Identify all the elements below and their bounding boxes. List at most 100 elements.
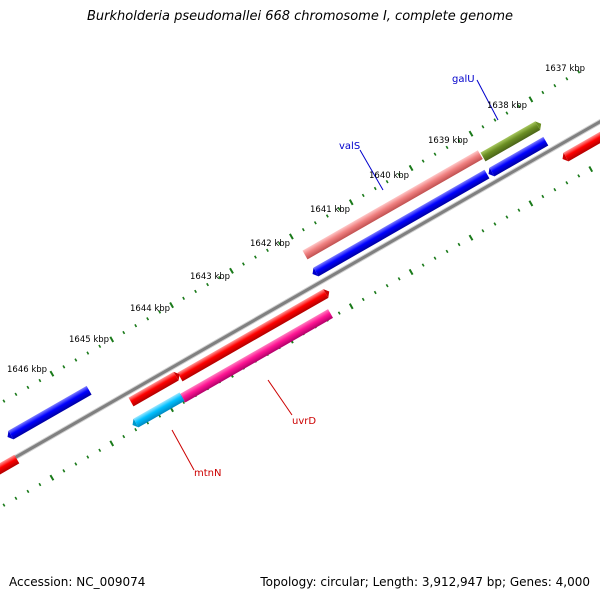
galU-callout-line <box>476 79 499 121</box>
gene-feature-blue-reverse-right[interactable] <box>486 136 549 178</box>
scale-tick-outer <box>337 207 341 211</box>
scale-tick-outer <box>373 186 377 191</box>
scale-tick-outer <box>361 193 365 198</box>
scale-tick-outer <box>158 310 162 314</box>
scale-label-1643: 1643 kbp <box>190 272 230 282</box>
gene-label-valS[interactable]: valS <box>339 141 360 152</box>
scale-tick-inner <box>62 469 66 473</box>
scale-tick-inner <box>505 215 509 219</box>
scale-tick-outer <box>169 302 174 309</box>
scale-tick-outer <box>528 96 534 103</box>
scale-tick-inner <box>14 496 18 500</box>
scale-label-1644: 1644 kbp <box>130 304 170 314</box>
scale-tick-outer <box>98 344 102 348</box>
gene-feature-red-reverse-left[interactable] <box>0 454 20 476</box>
scale-tick-outer <box>577 70 581 74</box>
gene-feature-uvrD[interactable] <box>177 309 334 404</box>
inner-scale-track <box>2 166 594 507</box>
page-title: Burkholderia pseudomallei 668 chromosome… <box>86 9 514 24</box>
scale-label-1645: 1645 kbp <box>69 335 109 345</box>
scale-tick-inner <box>26 489 30 494</box>
gene-label-galU[interactable]: galU <box>452 74 475 85</box>
uvrD-callout-line <box>267 379 293 416</box>
valS-callout-line <box>359 149 384 191</box>
scale-tick-inner <box>337 311 341 315</box>
scale-tick-outer <box>445 145 449 150</box>
gene-label-uvrD[interactable]: uvrD <box>292 416 316 427</box>
chromosome-backbone-core <box>0 120 600 468</box>
scale-tick-outer <box>26 385 30 390</box>
scale-tick-inner <box>445 249 449 254</box>
scale-label-1641: 1641 kbp <box>310 205 350 215</box>
gene-label-mtnN[interactable]: mtnN <box>194 468 221 479</box>
scale-tick-outer <box>109 336 115 343</box>
scale-tick-outer <box>62 365 66 369</box>
scale-tick-outer <box>433 152 437 156</box>
scale-tick-inner <box>397 277 401 281</box>
gene-feature-red-forward-2[interactable] <box>128 370 183 407</box>
scale-tick-inner <box>588 166 594 173</box>
scale-tick-outer <box>2 399 6 403</box>
scale-tick-outer <box>277 241 281 246</box>
scale-tick-outer <box>38 378 42 383</box>
scale-label-1642: 1642 kbp <box>250 239 290 249</box>
scale-tick-outer <box>481 125 485 129</box>
gene-feature-galU[interactable] <box>480 119 544 162</box>
scale-tick-inner <box>122 434 126 439</box>
scale-tick-outer <box>229 267 234 274</box>
scale-tick-outer <box>505 111 509 115</box>
scale-tick-inner <box>2 503 6 507</box>
scale-tick-inner <box>86 455 90 459</box>
scale-tick-outer <box>134 324 138 328</box>
gene-feature-mtnN[interactable] <box>130 392 185 429</box>
gene-feature-blue-reverse-left[interactable] <box>5 385 92 441</box>
mtnN-callout-line <box>171 429 195 471</box>
scale-tick-outer <box>49 370 55 377</box>
scale-tick-outer <box>565 77 569 81</box>
scale-label-1639: 1639 kbp <box>428 136 468 146</box>
scale-tick-inner <box>49 474 55 481</box>
scale-tick-outer <box>206 282 209 287</box>
gene-feature-valS-forward[interactable] <box>302 150 483 260</box>
scale-tick-inner <box>421 263 425 267</box>
scale-tick-inner <box>541 194 545 199</box>
scale-tick-outer <box>182 296 186 300</box>
scale-tick-inner <box>385 284 389 288</box>
scale-tick-outer <box>313 221 317 225</box>
scale-tick-inner <box>38 482 42 487</box>
gene-feature-red-forward-1[interactable] <box>177 287 332 382</box>
scale-tick-outer <box>385 180 389 184</box>
scale-tick-outer <box>86 351 90 355</box>
scale-tick-inner <box>553 188 557 192</box>
scale-tick-outer <box>421 159 425 163</box>
scale-tick-outer <box>242 262 245 266</box>
scale-tick-inner <box>134 428 138 432</box>
scale-tick-outer <box>468 130 474 137</box>
scale-tick-outer <box>493 118 497 122</box>
scale-tick-outer <box>146 317 150 321</box>
scale-label-1646: 1646 kbp <box>7 365 47 375</box>
scale-tick-outer <box>14 392 18 396</box>
scale-tick-outer <box>218 276 221 280</box>
scale-tick-inner <box>348 303 354 310</box>
scale-label-1638: 1638 kbp <box>487 101 527 111</box>
scale-tick-inner <box>468 234 474 241</box>
scale-tick-outer <box>517 104 521 108</box>
gene-feature-valS[interactable] <box>310 169 490 279</box>
accession-text: Accession: NC_009074 <box>9 575 146 589</box>
scale-tick-outer <box>397 173 401 177</box>
scale-tick-inner <box>565 181 569 185</box>
scale-tick-outer <box>408 164 414 172</box>
scale-tick-outer <box>74 358 78 362</box>
scale-tick-outer <box>254 255 257 259</box>
scale-tick-inner <box>528 200 534 207</box>
scale-label-1640: 1640 kbp <box>369 171 409 181</box>
scale-tick-outer <box>301 228 305 232</box>
scale-tick-inner <box>361 297 365 302</box>
scale-tick-inner <box>109 440 115 447</box>
scale-tick-outer <box>266 248 269 252</box>
scale-tick-inner <box>433 256 437 260</box>
scale-tick-inner <box>408 268 414 276</box>
outer-scale-track <box>2 70 581 403</box>
